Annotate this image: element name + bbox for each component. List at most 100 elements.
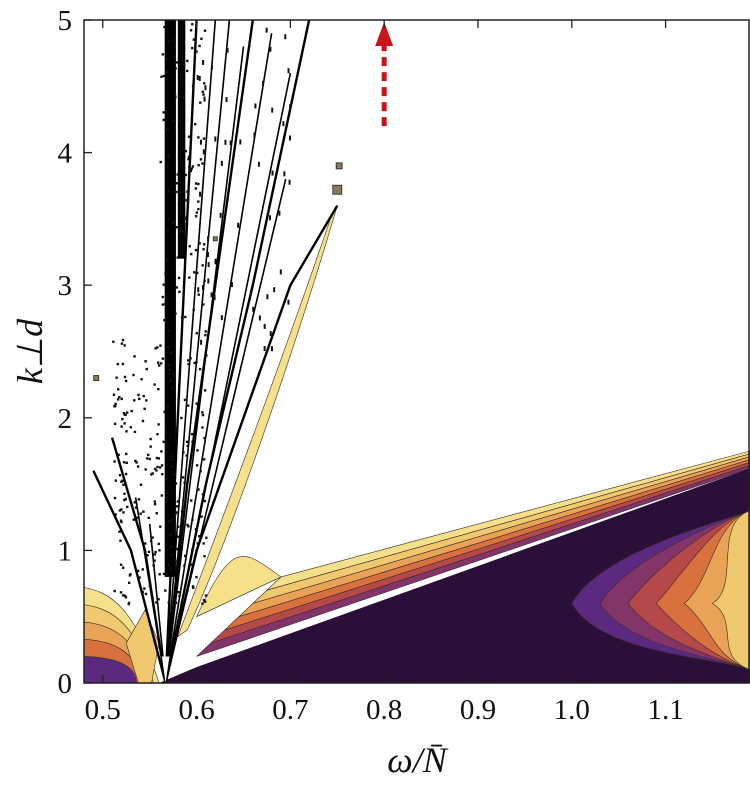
scatter-dot — [164, 589, 167, 592]
scatter-dot — [161, 53, 165, 56]
scatter-dot — [120, 425, 123, 428]
scatter-dot — [183, 398, 187, 402]
scatter-dot — [153, 559, 156, 562]
scatter-dot — [160, 494, 164, 497]
scatter-dot — [125, 452, 128, 456]
scatter-dot — [156, 346, 159, 349]
branch-notch — [161, 656, 170, 683]
scatter-dot — [164, 127, 167, 131]
scatter-dot — [191, 84, 195, 88]
scatter-dash — [226, 47, 229, 53]
scatter-dot — [119, 519, 123, 522]
scatter-dot — [150, 473, 153, 476]
scatter-dot — [148, 584, 152, 588]
scatter-dot — [168, 369, 172, 372]
scatter-dot — [113, 422, 117, 426]
scatter-dot — [147, 550, 151, 554]
scatter-dot — [166, 153, 170, 157]
scatter-dash — [269, 331, 272, 337]
scatter-dot — [176, 226, 179, 229]
scatter-dot — [118, 474, 122, 477]
scatter-dot — [175, 181, 179, 185]
scatter-dot — [175, 511, 178, 514]
marker-square — [212, 236, 218, 242]
scatter-dot — [119, 563, 123, 566]
scatter-dash — [287, 68, 290, 74]
scatter-dot — [169, 533, 172, 537]
scatter-dash — [289, 104, 292, 110]
scatter-dot — [198, 367, 202, 371]
scatter-dot — [201, 264, 204, 267]
scatter-dot — [157, 597, 160, 601]
marker-square — [335, 162, 343, 170]
scatter-dot — [199, 469, 202, 473]
scatter-dash — [199, 191, 202, 197]
scatter-dot — [198, 535, 201, 538]
scatter-dot — [186, 444, 190, 447]
scatter-dot — [191, 23, 194, 26]
scatter-dot — [123, 498, 126, 502]
scatter-dot — [197, 136, 200, 139]
scatter-dot — [179, 94, 182, 98]
scatter-dot — [123, 375, 127, 379]
scatter-dot — [129, 426, 133, 429]
scatter-dot — [151, 536, 154, 539]
scatter-dot — [180, 540, 184, 543]
scatter-dot — [165, 70, 169, 73]
scatter-dot — [202, 598, 206, 602]
scatter-dash — [254, 103, 257, 109]
scatter-dot — [196, 449, 199, 452]
scatter-dash — [263, 346, 266, 352]
scatter-dot — [144, 592, 148, 596]
scatter-dot — [124, 413, 127, 417]
scatter-dot — [187, 135, 191, 138]
scatter-dot — [157, 457, 161, 460]
scatter-dash — [287, 299, 290, 305]
scatter-dot — [167, 329, 170, 333]
scatter-dot — [201, 162, 204, 165]
scatter-dot — [123, 344, 126, 347]
scatter-dash — [269, 46, 272, 52]
scatter-dot — [145, 399, 148, 402]
scatter-dash — [237, 222, 240, 228]
contour-band — [252, 453, 750, 604]
scatter-dot — [195, 211, 199, 214]
scatter-dot — [186, 523, 189, 527]
scatter-dash — [207, 262, 210, 268]
scatter-dot — [167, 156, 170, 159]
scatter-dash — [207, 236, 210, 242]
scatter-dash — [206, 251, 209, 257]
scatter-dot — [155, 469, 158, 472]
axis-labels: ω/N̄ k⊥d — [10, 318, 449, 780]
scatter-dash — [266, 294, 269, 300]
scatter-dot — [198, 44, 201, 48]
scatter-dot — [173, 560, 177, 563]
scatter-dot — [182, 146, 185, 150]
scatter-dot — [176, 173, 179, 176]
scatter-dot — [184, 149, 188, 153]
arrow-head — [375, 22, 394, 46]
scatter-dot — [191, 440, 194, 443]
scatter-dot — [166, 128, 170, 131]
scatter-dot — [181, 526, 185, 529]
scatter-dot — [203, 389, 207, 392]
scatter-dot — [187, 155, 191, 159]
fan-line — [164, 46, 245, 684]
scatter-dot — [204, 594, 208, 597]
scatter-dot — [189, 29, 193, 32]
scatter-dot — [188, 245, 191, 248]
scatter-dot — [151, 472, 154, 475]
scatter-dot — [156, 465, 159, 469]
scatter-dot — [183, 481, 186, 485]
scatter-dot — [162, 283, 165, 286]
scatter-dot — [157, 364, 161, 367]
scatter-dot — [145, 457, 149, 460]
scatter-dot — [193, 122, 197, 126]
scatter-dot — [201, 411, 204, 414]
scatter-dot — [187, 158, 190, 161]
scatter-dot — [190, 252, 193, 256]
scatter-dot — [202, 542, 205, 545]
scatter-dot — [121, 338, 125, 342]
scatter-dot — [133, 399, 136, 402]
